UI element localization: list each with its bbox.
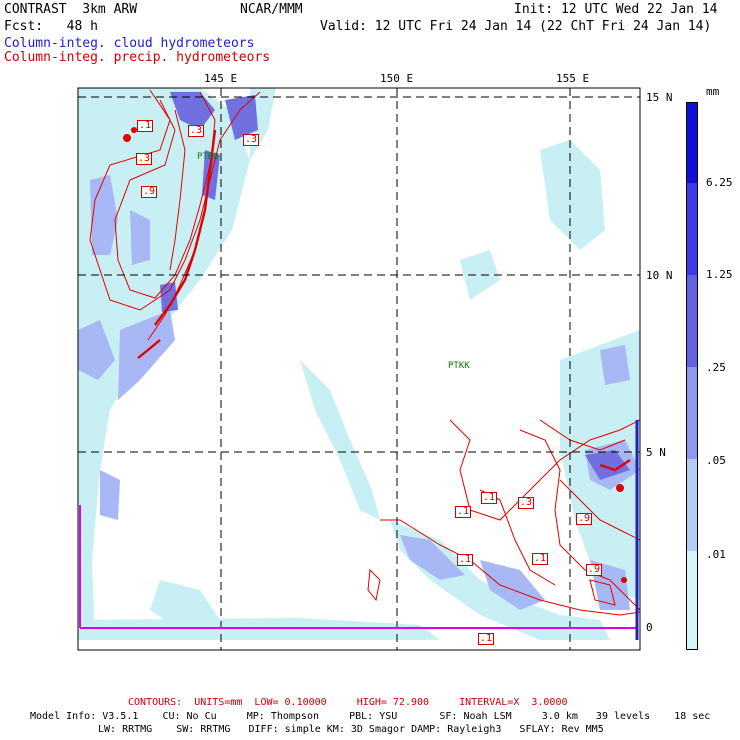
domain-boundary: [79, 505, 638, 629]
field-precip-label: Column-integ. precip. hydrometeors: [4, 50, 271, 65]
colorbar: [686, 102, 698, 650]
lat-label: 15 N: [646, 91, 673, 104]
colorbar-label: .01: [706, 548, 726, 561]
colorbar-bin-2: [687, 551, 697, 649]
lat-label: 0: [646, 621, 653, 634]
colorbar-label: .05: [706, 454, 726, 467]
contour-label: .1: [481, 492, 498, 504]
colorbar-bin-3: [687, 459, 697, 551]
colorbar-label: 1.25: [706, 268, 733, 281]
lat-label: 10 N: [646, 269, 673, 282]
lon-label: 155 E: [556, 72, 590, 85]
contour-label: .1: [478, 633, 495, 645]
shading-layer: [78, 88, 640, 640]
lat-label: 5 N: [646, 446, 666, 459]
model-info-line-1: Model Info: V3.5.1 CU: No Cu MP: Thompso…: [30, 711, 711, 722]
colorbar-label: 6.25: [706, 176, 733, 189]
map-frame: [77, 87, 641, 651]
contour-label: .3: [136, 153, 153, 165]
product-title: CONTRAST 3km ARW: [4, 2, 138, 17]
contour-label: .1: [532, 553, 549, 565]
latlon-grid: [78, 88, 640, 650]
contour-label: .3: [188, 125, 205, 137]
heavy-precip-bands: [137, 129, 631, 472]
colorbar-label: .25: [706, 361, 726, 374]
colorbar-unit: mm: [706, 85, 720, 98]
precip-cores: [123, 127, 627, 583]
model-info-line-2: LW: RRTMG SW: RRTMG DIFF: simple KM: 3D …: [98, 724, 604, 735]
lon-label: 150 E: [380, 72, 414, 85]
field-cloud-label: Column-integ. cloud hydrometeors: [4, 36, 255, 51]
contour-label: .9: [576, 513, 593, 525]
contour-info: CONTOURS: UNITS=mm LOW= 0.10000 HIGH= 72…: [128, 697, 568, 708]
valid-time: Valid: 12 UTC Fri 24 Jan 14 (22 ChT Fri …: [320, 19, 712, 34]
station-label: PTKK: [448, 361, 470, 371]
colorbar-bin-4: [687, 367, 697, 459]
contour-label: .9: [586, 564, 603, 576]
contour-label: .3: [518, 497, 535, 509]
contour-label: .9: [141, 186, 158, 198]
station-label: PTRO: [197, 152, 219, 162]
contour-label: .1: [455, 506, 472, 518]
center-name: NCAR/MMM: [240, 2, 303, 17]
contour-label: .1: [457, 554, 474, 566]
contour-label: .3: [243, 134, 260, 146]
colorbar-bin-5: [687, 275, 697, 367]
contour-label: .1: [137, 120, 154, 132]
colorbar-bin-7: [687, 103, 697, 183]
colorbar-bin-6: [687, 183, 697, 275]
lon-label: 145 E: [204, 72, 238, 85]
init-time: Init: 12 UTC Wed 22 Jan 14: [514, 2, 718, 17]
forecast-hour: Fcst: 48 h: [4, 19, 98, 34]
